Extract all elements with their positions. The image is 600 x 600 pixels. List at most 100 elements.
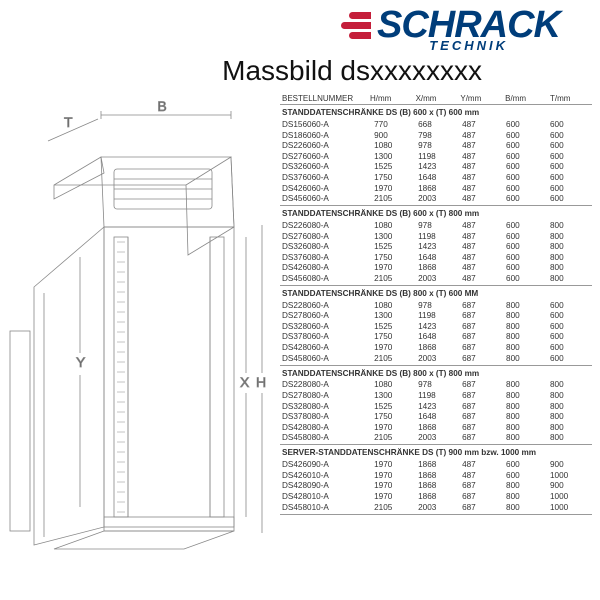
table-cell: 1423 [416,401,460,412]
table-cell: 800 [548,231,592,242]
col-h: H/mm [368,93,414,104]
table-row: DS376080-A17501648487600800 [280,252,592,263]
table-cell: DS276060-A [280,151,372,162]
table-cell: 1525 [372,321,416,332]
table-cell: 800 [548,422,592,433]
table-cell: 600 [548,172,592,183]
table-cell: DS226080-A [280,220,372,231]
table-cell: 487 [460,459,504,470]
table-cell: 600 [548,311,592,322]
table-cell: 800 [504,321,548,332]
table-cell: 1300 [372,151,416,162]
table-row: DS458010-A210520036878001000 [280,502,592,514]
table-cell: 687 [460,332,504,343]
table-cell: 600 [504,162,548,173]
table-cell: DS226060-A [280,140,372,151]
table-cell: 687 [460,311,504,322]
table-cell: DS326060-A [280,162,372,173]
svg-text:B: B [157,98,166,114]
table-cell: DS426080-A [280,263,372,274]
table-cell: 600 [504,119,548,130]
table-cell: 687 [460,321,504,332]
table-cell: 487 [460,252,504,263]
table-cell: 900 [548,459,592,470]
table-cell: 978 [416,140,460,151]
table-cell: 800 [548,252,592,263]
table-cell: 600 [504,241,548,252]
table-cell: 1525 [372,241,416,252]
table-cell: 1198 [416,151,460,162]
table-cell: DS456060-A [280,193,372,205]
table-cell: DS428010-A [280,491,372,502]
table-cell: 1750 [372,252,416,263]
table-cell: 600 [548,162,592,173]
table-cell: 2105 [372,433,416,445]
table-row: DS228060-A1080978687800600 [280,300,592,311]
table-row: DS428080-A19701868687800800 [280,422,592,433]
table-cell: DS428060-A [280,342,372,353]
table-cell: 487 [460,172,504,183]
table-cell: 487 [460,183,504,194]
table-cell: 487 [460,231,504,242]
table-cell: DS156060-A [280,119,372,130]
table-cell: 600 [504,220,548,231]
table-cell: 800 [504,300,548,311]
table-cell: 900 [548,481,592,492]
table-cell: 487 [460,119,504,130]
table-cell: 600 [548,353,592,365]
table-cell: 2003 [416,353,460,365]
table-cell: 600 [504,252,548,263]
spec-table: DS228080-A1080978687800800DS278080-A1300… [280,380,592,445]
table-cell: 800 [504,311,548,322]
section-title: SERVER-STANDDATENSCHRÄNKE DS (T) 900 mm … [280,444,592,459]
table-cell: 2105 [372,193,416,205]
table-cell: DS378080-A [280,411,372,422]
table-cell: 600 [504,151,548,162]
table-cell: 800 [548,263,592,274]
table-cell: 1970 [372,481,416,492]
table-row: DS326060-A15251423487600600 [280,162,592,173]
table-cell: 1970 [372,470,416,481]
svg-text:Y: Y [76,354,86,370]
table-row: DS426010-A197018684876001000 [280,470,592,481]
table-cell: 1423 [416,162,460,173]
col-x: X/mm [414,93,459,104]
table-cell: 800 [548,241,592,252]
table-cell: 1648 [416,411,460,422]
table-cell: 600 [548,342,592,353]
table-cell: 1868 [416,459,460,470]
table-cell: 1868 [416,422,460,433]
table-cell: 1868 [416,481,460,492]
table-cell: DS278080-A [280,390,372,401]
table-cell: 1750 [372,172,416,183]
table-cell: 487 [460,220,504,231]
table-cell: 1080 [372,220,416,231]
table-cell: 687 [460,353,504,365]
table-cell: 770 [372,119,416,130]
table-cell: DS426090-A [280,459,372,470]
table-cell: 2003 [416,273,460,285]
table-cell: 1080 [372,380,416,391]
section-title: STANDDATENSCHRÄNKE DS (B) 600 x (T) 600 … [280,104,592,119]
svg-text:T: T [64,114,73,130]
table-cell: DS228060-A [280,300,372,311]
table-cell: 800 [504,342,548,353]
table-header-row: BESTELLNUMMER H/mm X/mm Y/mm B/mm T/mm [280,93,592,104]
section-title: STANDDATENSCHRÄNKE DS (B) 600 x (T) 800 … [280,205,592,220]
section-title: STANDDATENSCHRÄNKE DS (B) 800 x (T) 800 … [280,365,592,380]
table-cell: 1000 [548,502,592,514]
table-cell: DS426010-A [280,470,372,481]
table-cell: 1970 [372,183,416,194]
table-cell: 687 [460,491,504,502]
table-row: DS276060-A13001198487600600 [280,151,592,162]
table-row: DS328060-A15251423687800600 [280,321,592,332]
table-cell: 487 [460,273,504,285]
table-row: DS278080-A13001198687800800 [280,390,592,401]
table-cell: 600 [504,263,548,274]
table-cell: 687 [460,401,504,412]
table-cell: 1300 [372,231,416,242]
table-cell: 1970 [372,342,416,353]
spec-table: DS228060-A1080978687800600DS278060-A1300… [280,300,592,365]
table-cell: 900 [372,130,416,141]
section-title: STANDDATENSCHRÄNKE DS (B) 800 x (T) 600 … [280,285,592,300]
